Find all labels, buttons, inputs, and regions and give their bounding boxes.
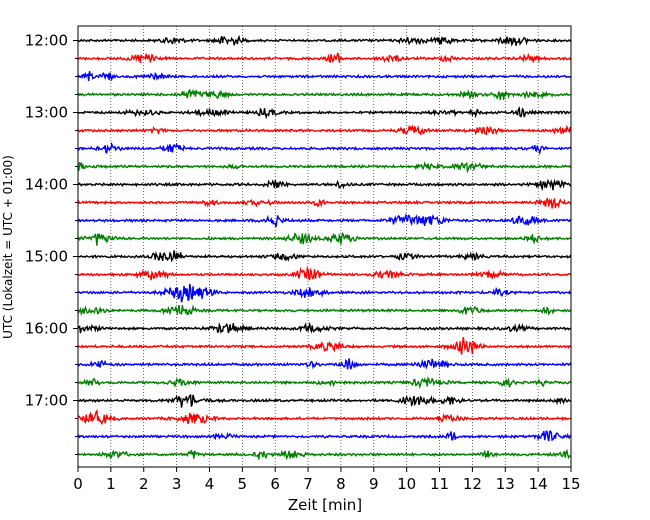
trace-1400 bbox=[77, 178, 572, 192]
x-axis-title: Zeit [min] bbox=[288, 496, 362, 514]
trace-1500 bbox=[77, 250, 572, 263]
trace-1330 bbox=[77, 141, 572, 156]
x-tick-label-14: 14 bbox=[529, 475, 548, 493]
trace-1315 bbox=[77, 124, 572, 136]
plot-frame bbox=[77, 25, 572, 468]
trace-1215 bbox=[77, 51, 572, 64]
trace-1345 bbox=[77, 160, 572, 174]
trace-1615 bbox=[77, 337, 572, 355]
x-tick-label-2: 2 bbox=[139, 475, 149, 493]
x-tick-label-10: 10 bbox=[397, 475, 416, 493]
trace-1530 bbox=[77, 283, 572, 303]
trace-1445 bbox=[77, 231, 572, 246]
trace-1430 bbox=[77, 212, 572, 228]
trace-1200 bbox=[77, 34, 572, 47]
trace-1230 bbox=[77, 71, 572, 82]
x-tick-label-1: 1 bbox=[106, 475, 116, 493]
y-tick-label-1600: 16:00 bbox=[25, 320, 68, 338]
trace-1630 bbox=[77, 358, 572, 370]
y-tick-label-1700: 17:00 bbox=[25, 392, 68, 410]
tick-layer: 0 1 2 3 4 5 6 7 8 9 10 11 12 13 14 1512:0013:0014:0015:… bbox=[25, 32, 581, 494]
trace-1745 bbox=[77, 448, 572, 461]
trace-layer bbox=[77, 34, 572, 461]
x-tick-label-9: 9 bbox=[369, 475, 379, 493]
trace-1715 bbox=[77, 409, 572, 426]
y-axis-title: UTC (Lokalzeit = UTC + 01:00) bbox=[1, 155, 15, 339]
y-tick-label-1300: 13:00 bbox=[25, 104, 68, 122]
x-tick-label-15: 15 bbox=[561, 475, 580, 493]
trace-1545 bbox=[77, 304, 572, 317]
x-tick-label-11: 11 bbox=[430, 475, 449, 493]
y-tick-label-1500: 15:00 bbox=[25, 248, 68, 266]
trace-1300 bbox=[77, 106, 572, 120]
x-tick-label-4: 4 bbox=[205, 475, 215, 493]
trace-1730 bbox=[77, 430, 572, 442]
x-tick-label-8: 8 bbox=[336, 475, 346, 493]
x-tick-label-12: 12 bbox=[463, 475, 482, 493]
trace-1245 bbox=[77, 88, 572, 100]
x-tick-label-6: 6 bbox=[270, 475, 280, 493]
y-tick-label-1400: 14:00 bbox=[25, 176, 68, 194]
trace-1515 bbox=[77, 266, 572, 281]
x-tick-label-3: 3 bbox=[172, 475, 182, 493]
x-tick-label-0: 0 bbox=[73, 475, 83, 493]
y-tick-label-1200: 12:00 bbox=[25, 32, 68, 50]
trace-1700 bbox=[77, 394, 572, 408]
trace-1600 bbox=[77, 321, 572, 334]
trace-1645 bbox=[77, 376, 572, 390]
x-tick-label-5: 5 bbox=[238, 475, 248, 493]
trace-1415 bbox=[77, 196, 572, 209]
x-tick-label-7: 7 bbox=[303, 475, 313, 493]
x-tick-label-13: 13 bbox=[496, 475, 515, 493]
